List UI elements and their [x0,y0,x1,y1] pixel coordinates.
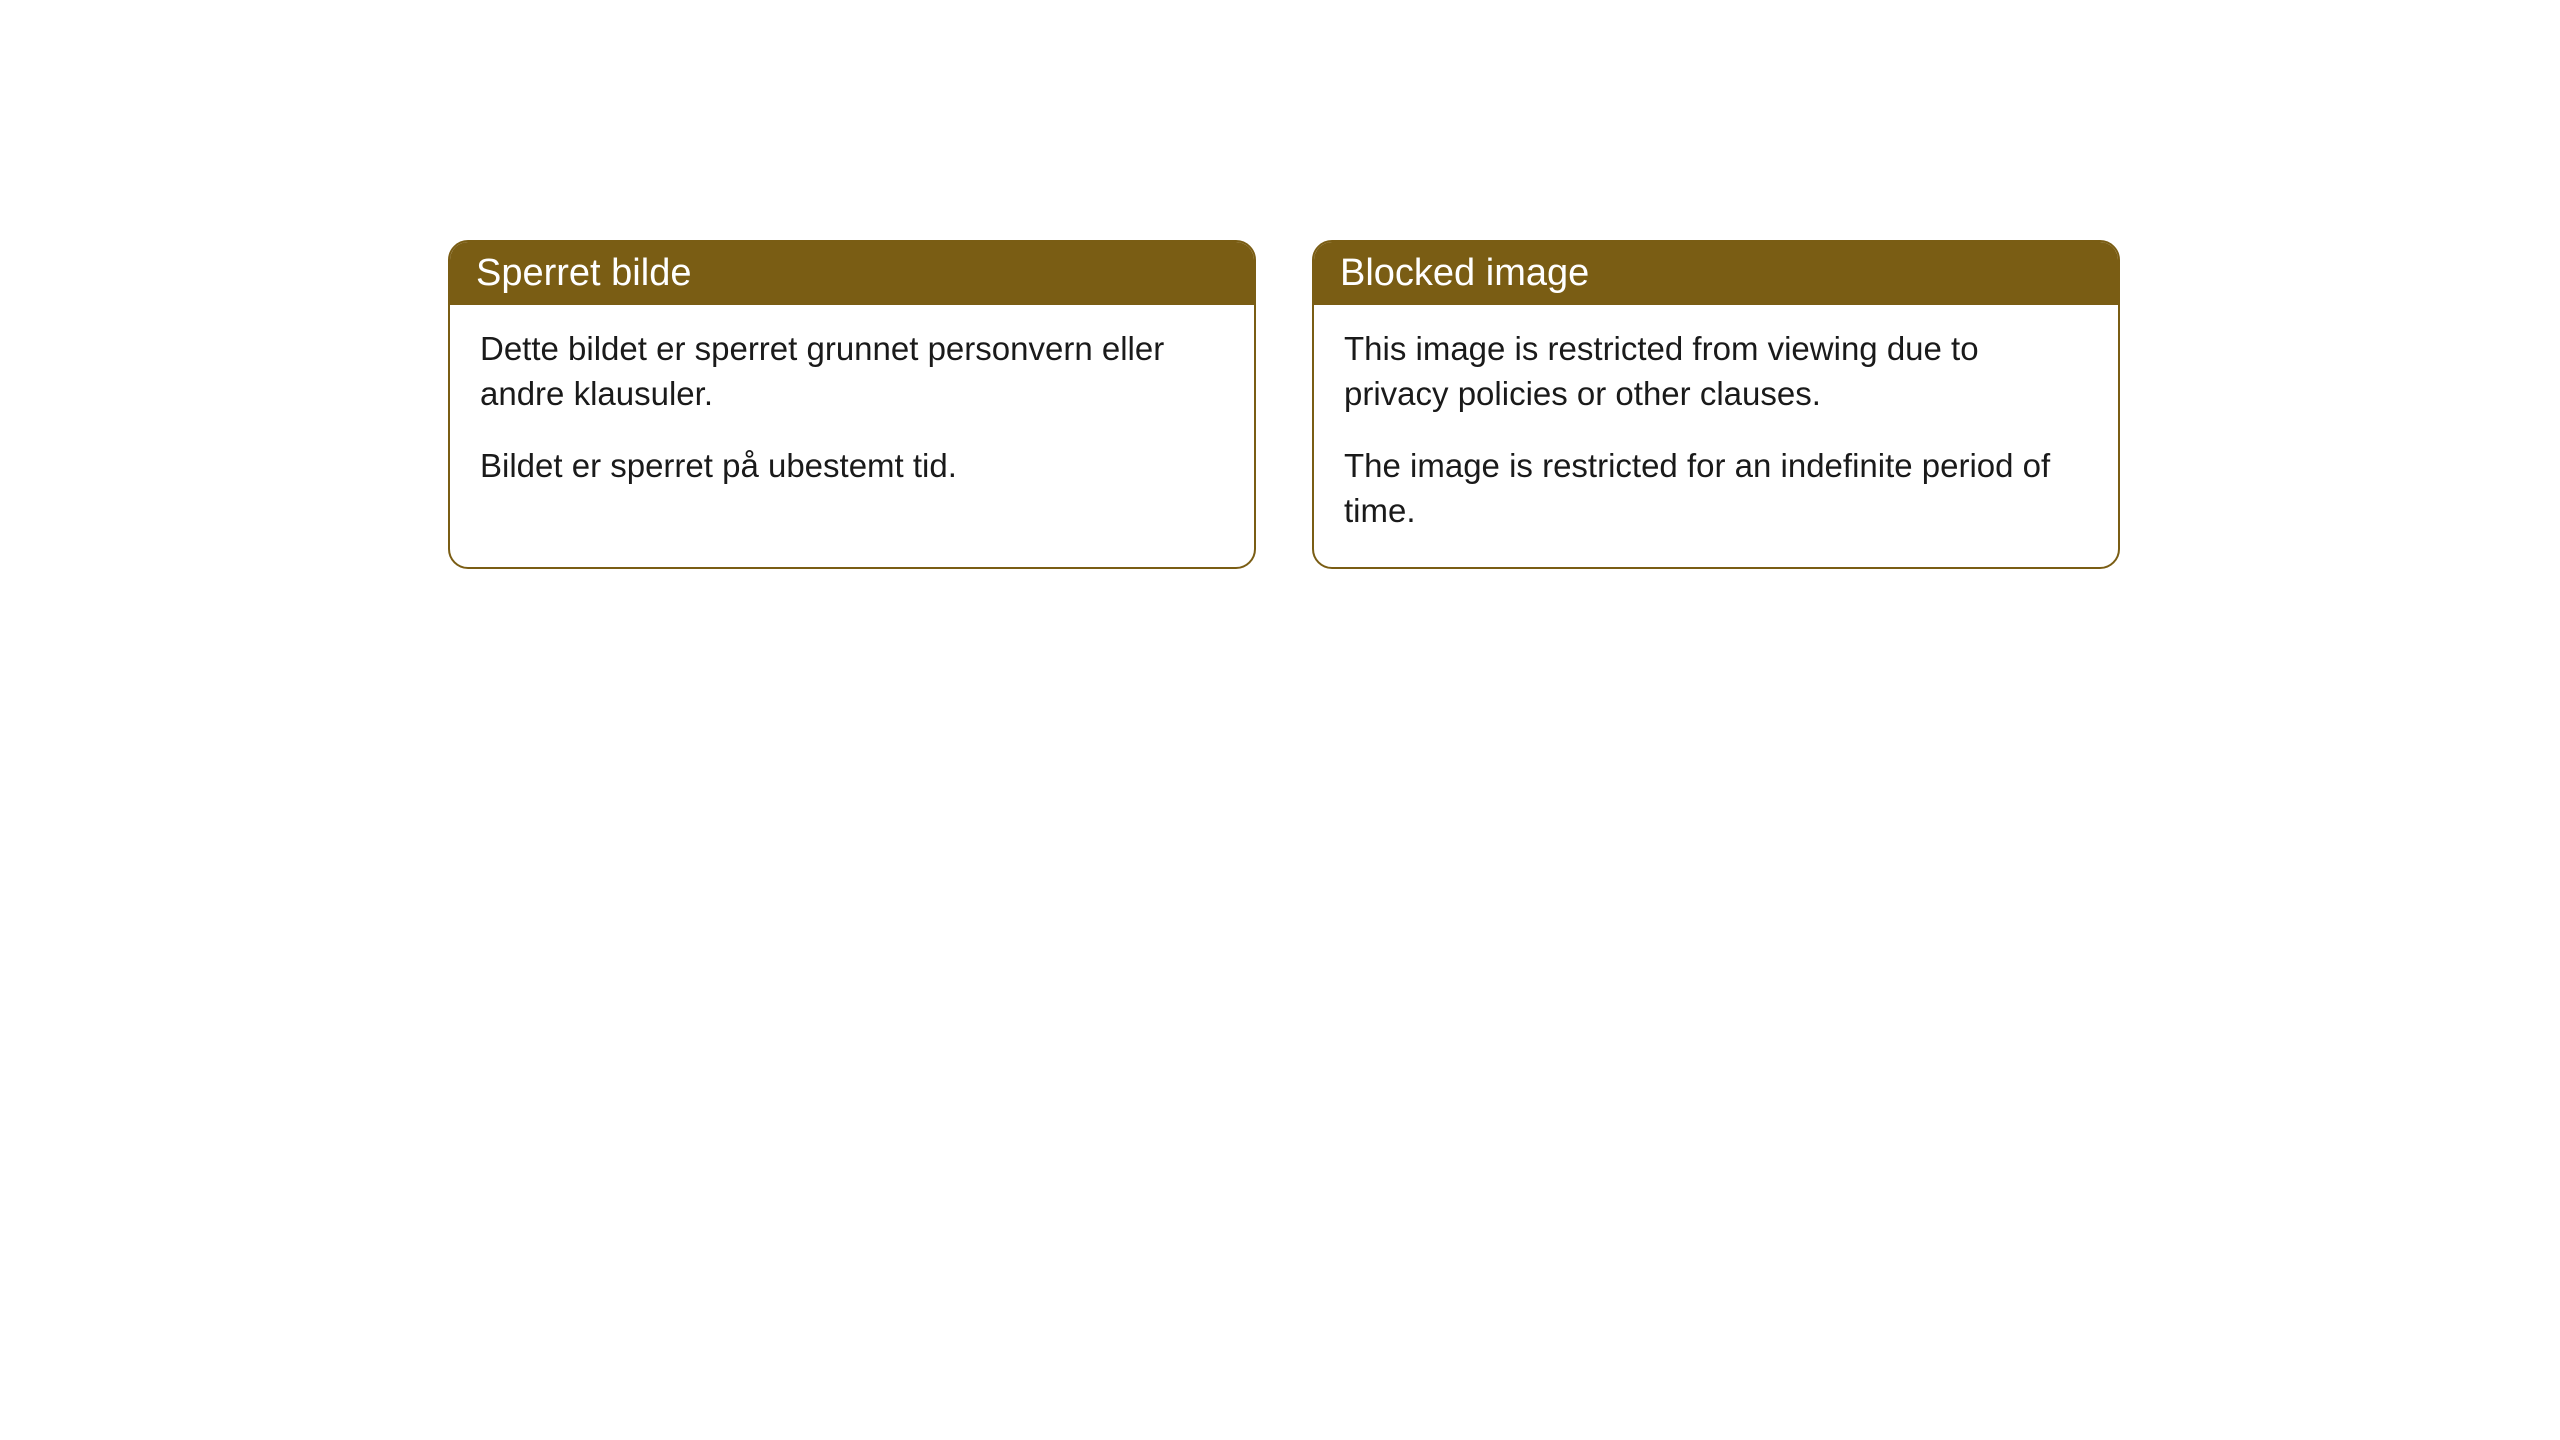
blocked-image-card-english: Blocked image This image is restricted f… [1312,240,2120,569]
card-paragraph-1: This image is restricted from viewing du… [1344,327,2088,416]
card-paragraph-2: Bildet er sperret på ubestemt tid. [480,444,1224,489]
card-header-english: Blocked image [1314,242,2118,305]
card-title: Blocked image [1340,252,1589,294]
card-header-norwegian: Sperret bilde [450,242,1254,305]
card-body-english: This image is restricted from viewing du… [1314,305,2118,567]
card-title: Sperret bilde [476,252,691,294]
card-paragraph-2: The image is restricted for an indefinit… [1344,444,2088,533]
card-body-norwegian: Dette bildet er sperret grunnet personve… [450,305,1254,523]
card-paragraph-1: Dette bildet er sperret grunnet personve… [480,327,1224,416]
blocked-image-card-norwegian: Sperret bilde Dette bildet er sperret gr… [448,240,1256,569]
cards-container: Sperret bilde Dette bildet er sperret gr… [448,240,2120,569]
